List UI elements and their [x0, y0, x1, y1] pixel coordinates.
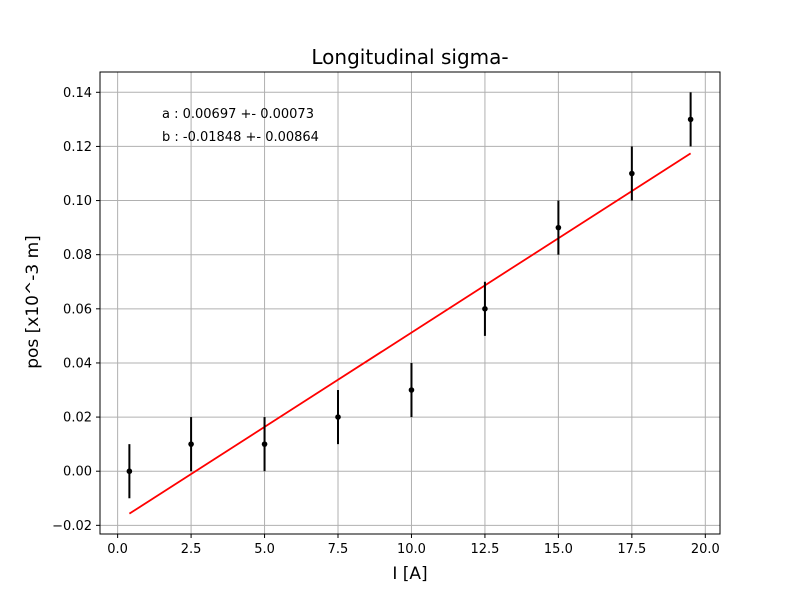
x-tick-label: 12.5: [470, 542, 499, 557]
x-axis-label: I [A]: [392, 564, 427, 584]
x-axis-ticks: 0.0 2.5 5.0 7.5 10.0 12.5 15.0 17.5 20.0: [107, 534, 720, 557]
data-point: [408, 387, 415, 393]
x-tick-label: 15.0: [544, 542, 573, 557]
fit-line: [128, 152, 692, 515]
y-tick-label: 0.14: [63, 86, 92, 101]
x-tick-label: 7.5: [328, 542, 349, 557]
data-point: [261, 441, 268, 447]
y-tick-label: 0.06: [63, 302, 92, 317]
y-tick-label: 0.02: [63, 411, 92, 426]
data-point: [482, 306, 488, 312]
y-tick-label: −0.02: [52, 519, 92, 534]
x-tick-label: 2.5: [181, 542, 202, 557]
x-tick-label: 17.5: [617, 542, 646, 557]
y-tick-label: 0.10: [63, 194, 92, 209]
fit-layer: [128, 152, 692, 515]
data-point: [555, 224, 562, 231]
data-point: [126, 468, 133, 475]
fit-annotation-b: b : -0.01848 +- 0.00864: [162, 130, 319, 145]
data-point: [687, 116, 694, 123]
y-axis-ticks: −0.02 0.00 0.02 0.04 0.06 0.08 0.10 0.12 0.14: [52, 86, 100, 534]
y-tick-label: 0.04: [63, 356, 92, 371]
plot-frame: [99, 71, 721, 535]
x-tick-label: 0.0: [107, 542, 128, 557]
x-tick-label: 5.0: [254, 542, 275, 557]
y-tick-label: 0.12: [63, 140, 92, 155]
data-point: [188, 441, 194, 447]
fit-annotation-a: a : 0.00697 +- 0.00073: [162, 107, 314, 122]
x-tick-label: 20.0: [691, 542, 720, 557]
data-point: [335, 414, 341, 420]
data-points: [126, 92, 694, 499]
chart-title: Longitudinal sigma-: [311, 45, 508, 69]
y-axis-label: pos [x10^-3 m]: [23, 235, 43, 369]
y-tick-label: 0.00: [63, 465, 92, 480]
data-point: [629, 170, 635, 177]
grid: [100, 72, 720, 534]
x-tick-label: 10.0: [397, 542, 426, 557]
y-tick-label: 0.08: [63, 248, 92, 263]
